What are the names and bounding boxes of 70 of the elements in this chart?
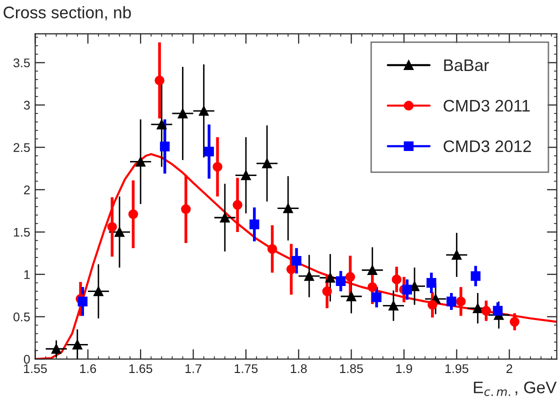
y-tick-label: 3.5 (13, 58, 30, 68)
x-tick-label: 1.55 (24, 364, 47, 374)
point (128, 209, 138, 220)
point (388, 300, 398, 311)
point (368, 265, 378, 275)
point (241, 170, 251, 180)
legend-label: BaBar (444, 59, 489, 72)
y-tick-label: 2.5 (14, 143, 30, 152)
point (160, 142, 170, 152)
y-tick-label: 1.5 (14, 228, 30, 237)
point (336, 276, 346, 286)
y-tick-label: 1 (24, 270, 30, 279)
y-tick-label: 3 (24, 100, 30, 110)
x-tick-label: 1.7 (186, 364, 202, 373)
y-tick-label: 0 (24, 354, 30, 364)
point (78, 296, 88, 306)
legend-label: CMD3 2012 (444, 140, 531, 152)
point (345, 272, 356, 282)
x-tick-label: 2 (506, 364, 512, 373)
point (470, 271, 480, 281)
point (283, 203, 293, 214)
point (402, 284, 412, 294)
point (72, 340, 82, 350)
point (232, 200, 242, 210)
point (368, 282, 378, 292)
point (392, 274, 402, 284)
point (156, 120, 167, 130)
point (492, 306, 503, 316)
point (452, 250, 462, 260)
point (154, 76, 164, 86)
point (292, 256, 302, 266)
x-tick-label: 1.6 (80, 364, 96, 374)
point (346, 292, 356, 302)
point (325, 272, 336, 283)
point (481, 306, 492, 316)
y-tick-label: 0.5 (13, 312, 30, 322)
x-tick-label: 1.9 (396, 364, 412, 374)
x-tick-label: 1.8 (290, 364, 307, 374)
point (198, 106, 209, 116)
point (446, 296, 456, 306)
x-axis-title: E$_{c.m.}$, GeV (474, 382, 557, 396)
x-tick-label: 1.95 (445, 364, 468, 374)
point (107, 222, 117, 232)
point (212, 162, 222, 172)
point (114, 227, 124, 237)
point (220, 212, 230, 222)
x-tick-label: 1.75 (234, 364, 258, 374)
point (262, 158, 272, 168)
point (510, 316, 520, 327)
point (286, 264, 296, 274)
x-tick-label: 1.85 (340, 364, 363, 374)
point (456, 296, 466, 306)
point (250, 220, 260, 230)
legend-label: CMD3 2011 (444, 100, 530, 112)
point (178, 108, 188, 118)
point (136, 156, 146, 167)
point (426, 278, 436, 288)
point (267, 244, 278, 254)
point (51, 344, 62, 354)
x-tick-label: 1.65 (129, 364, 152, 374)
point (428, 300, 438, 310)
point (94, 286, 104, 296)
y-axis-title: Cross section, nb (4, 6, 131, 20)
point (372, 292, 382, 302)
point (181, 204, 191, 214)
point (304, 271, 314, 281)
point (204, 146, 214, 156)
y-tick-label: 2 (24, 185, 30, 194)
point (322, 286, 332, 296)
point (472, 303, 483, 314)
